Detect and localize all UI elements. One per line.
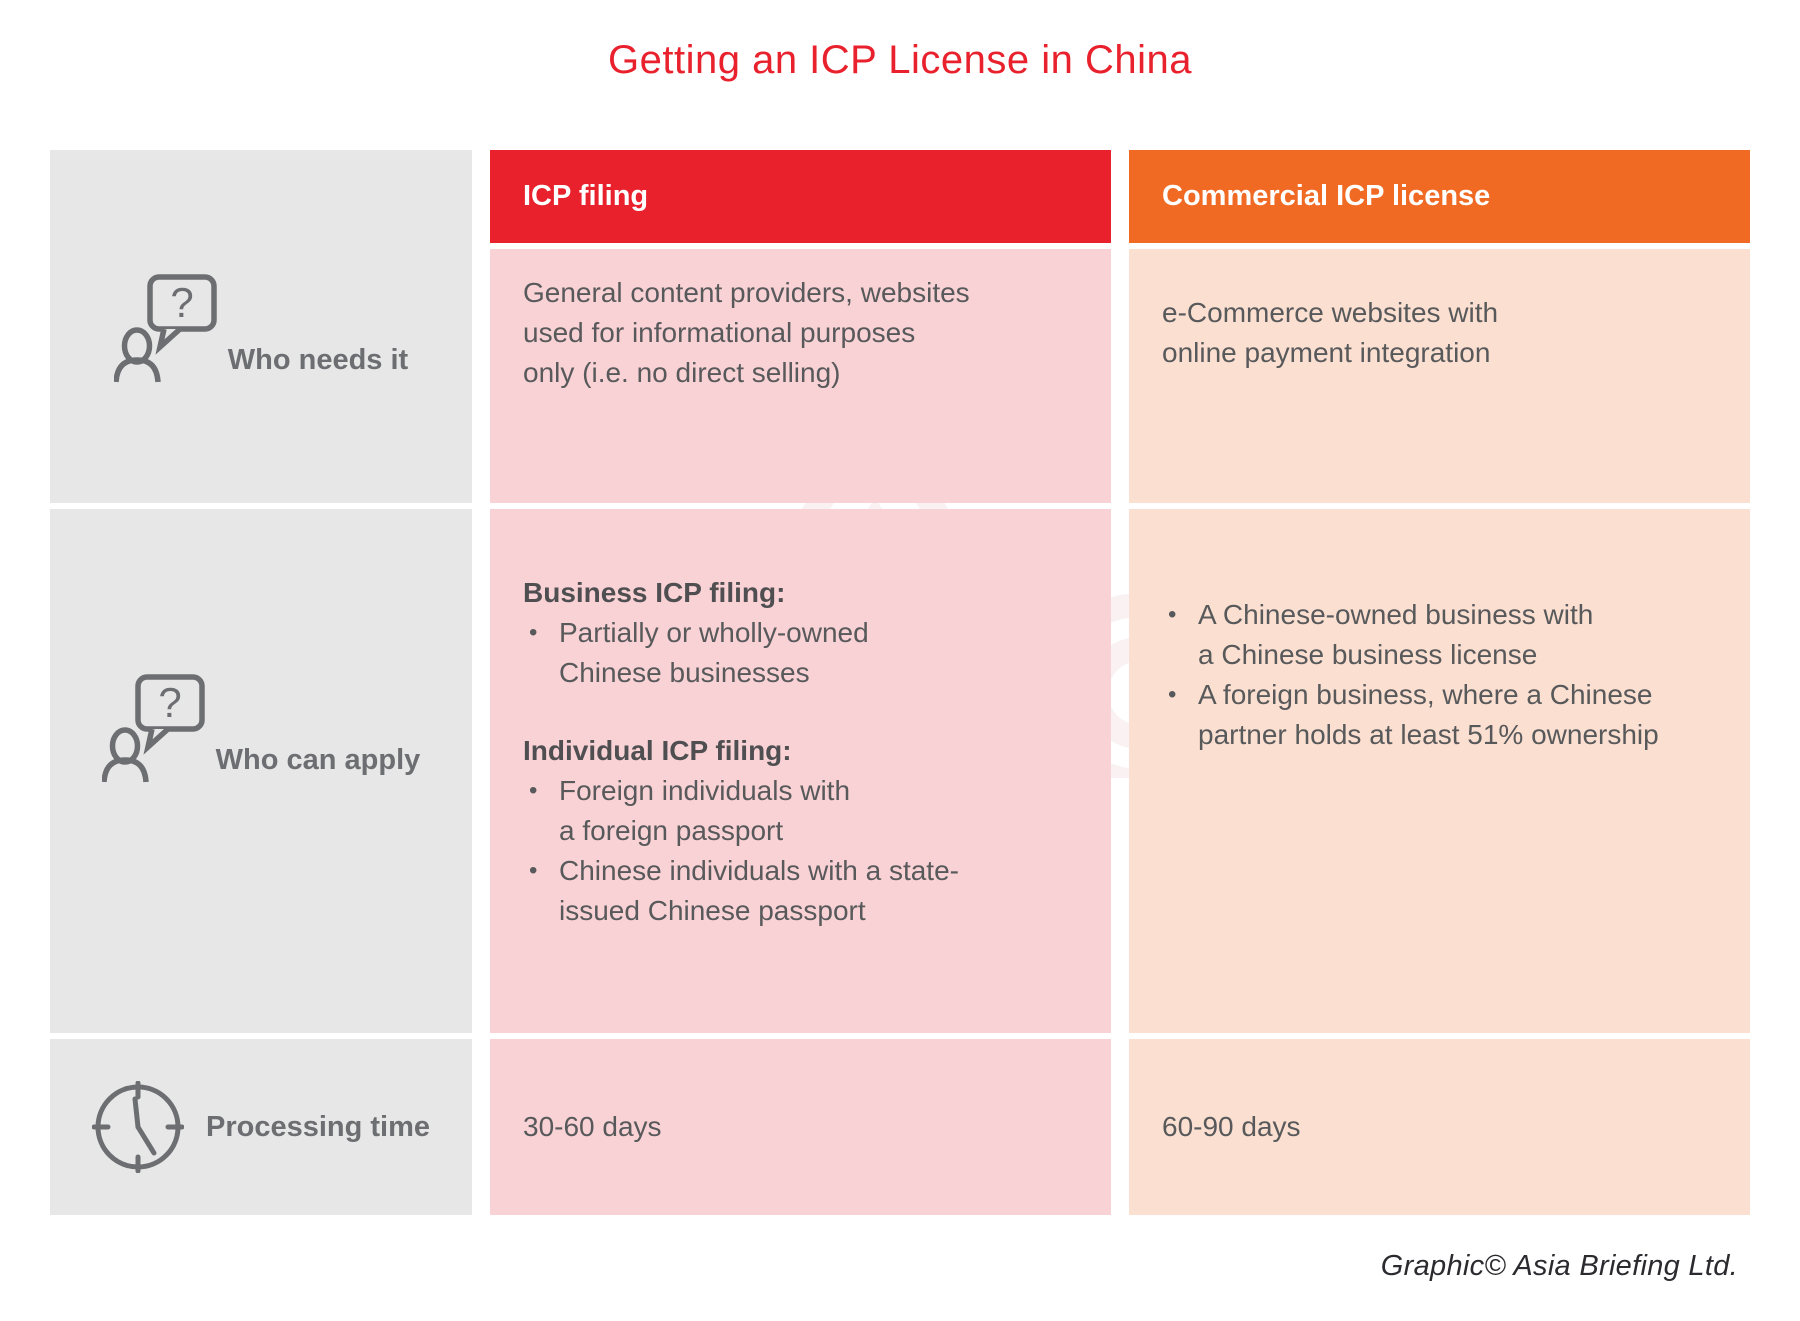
row-header-who-needs-it: ? Who needs it	[50, 150, 472, 503]
section-title-individual-icp-filing: Individual ICP filing:	[523, 735, 792, 766]
svg-text:?: ?	[170, 279, 193, 326]
bullet-text: Foreign individuals with a foreign passp…	[559, 775, 851, 846]
cell-processing-time-icp-filing: 30-60 days	[490, 1039, 1111, 1215]
clock-icon	[91, 1081, 184, 1173]
cell-who-can-apply-icp-filing: Business ICP filing: • Partially or whol…	[490, 509, 1111, 1033]
row-label: Who needs it	[227, 344, 409, 376]
person-question-icon: ?	[101, 673, 206, 785]
row-label: Who can apply	[215, 744, 421, 776]
cell-text: 60-90 days	[1162, 1111, 1301, 1142]
column-header-label: ICP filing	[523, 180, 649, 212]
cell-text: General content providers, websites used…	[523, 277, 970, 388]
page-title: Getting an ICP License in China	[608, 38, 1192, 82]
row-header-processing-time: Processing time	[50, 1039, 472, 1215]
cell-text: 30-60 days	[523, 1111, 662, 1142]
row-label: Processing time	[205, 1110, 431, 1143]
svg-text:?: ?	[158, 679, 181, 726]
bullet-text: Chinese individuals with a state- issued…	[559, 855, 959, 926]
column-header-label: Commercial ICP license	[1162, 180, 1491, 212]
comparison-table: ? Who needs it ICP filing Commercial ICP…	[50, 150, 1750, 1215]
bullet-item: • Partially or wholly-owned Chinese busi…	[523, 613, 1071, 693]
cell-who-needs-it-icp-filing: General content providers, websites used…	[490, 249, 1111, 503]
cell-text: e-Commerce websites with online payment …	[1162, 297, 1499, 368]
bullet-icon: •	[1168, 681, 1177, 708]
bullet-item: • A Chinese-owned business with a Chines…	[1162, 595, 1710, 675]
bullet-icon: •	[529, 857, 538, 884]
cell-who-can-apply-commercial: • A Chinese-owned business with a Chines…	[1129, 509, 1750, 1033]
credit-line: Graphic© Asia Briefing Ltd.	[1380, 1250, 1738, 1282]
person-question-icon: ?	[113, 273, 218, 385]
cell-processing-time-commercial: 60-90 days	[1129, 1039, 1750, 1215]
bullet-text: Partially or wholly-owned Chinese busine…	[559, 617, 869, 688]
row-header-who-can-apply: ? Who can apply	[50, 509, 472, 1033]
cell-who-needs-it-commercial: e-Commerce websites with online payment …	[1129, 249, 1750, 503]
bullet-icon: •	[529, 777, 538, 804]
bullet-icon: •	[529, 619, 538, 646]
bullet-item: • Chinese individuals with a state- issu…	[523, 851, 1071, 931]
bullet-text: A Chinese-owned business with a Chinese …	[1198, 599, 1594, 670]
column-header-icp-filing: ICP filing	[490, 150, 1111, 243]
column-header-commercial-icp-license: Commercial ICP license	[1129, 150, 1750, 243]
bullet-text: A foreign business, where a Chinese part…	[1198, 679, 1659, 750]
bullet-icon: •	[1168, 601, 1177, 628]
bullet-item: • A foreign business, where a Chinese pa…	[1162, 675, 1710, 755]
bullet-item: • Foreign individuals with a foreign pas…	[523, 771, 1071, 851]
section-title-business-icp-filing: Business ICP filing:	[523, 577, 786, 608]
